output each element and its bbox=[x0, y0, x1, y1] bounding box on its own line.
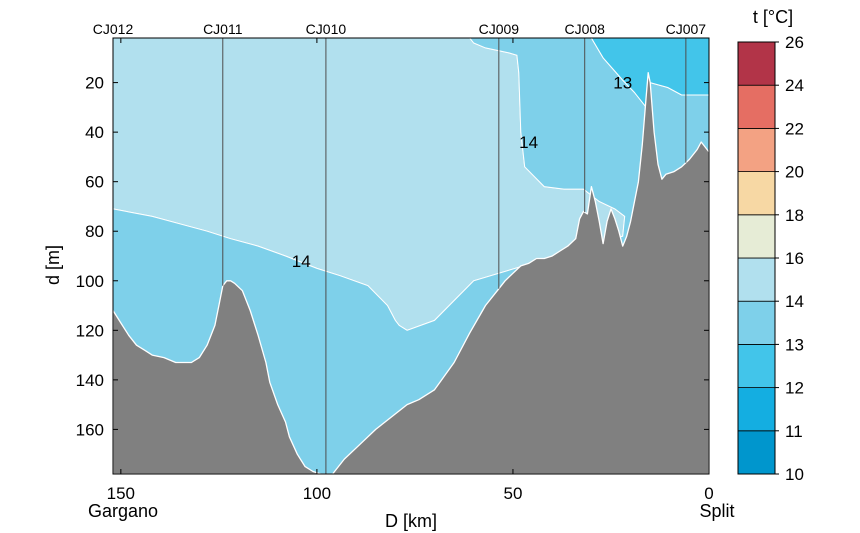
endpoint-label-left: Gargano bbox=[88, 501, 158, 521]
colorbar-tick-label: 16 bbox=[785, 249, 804, 268]
x-tick-label: 0 bbox=[704, 484, 713, 503]
colorbar-tick-label: 22 bbox=[785, 119, 804, 138]
colorbar-tick-label: 10 bbox=[785, 465, 804, 484]
plot-frame bbox=[112, 37, 710, 475]
station-label-cj012: CJ012 bbox=[93, 21, 134, 37]
station-label-cj009: CJ009 bbox=[479, 21, 520, 37]
colorbar-tick-label: 12 bbox=[785, 379, 804, 398]
colorbar-swatch bbox=[737, 387, 776, 432]
plot-area: 14 13 14 bbox=[112, 37, 710, 475]
seabed-area bbox=[112, 72, 710, 475]
station-label-cj011: CJ011 bbox=[203, 21, 243, 37]
colorbar-swatch bbox=[737, 127, 776, 172]
colorbar-swatch bbox=[737, 430, 776, 475]
colorbar-tick-label: 14 bbox=[785, 292, 804, 311]
station-label-cj008: CJ008 bbox=[564, 21, 605, 37]
contour-label: 13 bbox=[613, 74, 632, 93]
colorbar-tick-label: 26 bbox=[785, 33, 804, 52]
contour-label: 14 bbox=[519, 133, 538, 152]
contour-label: 14 bbox=[292, 252, 311, 271]
endpoint-label-right: Split bbox=[699, 501, 734, 521]
colorbar: t [°C] 10 11 12 13 14 16 18 20 22 24 26 bbox=[737, 7, 804, 484]
y-tick-label: 80 bbox=[85, 222, 104, 241]
station-label-cj010: CJ010 bbox=[306, 21, 347, 37]
colorbar-tick-label: 24 bbox=[785, 76, 804, 95]
colorbar-tick-label: 13 bbox=[785, 335, 804, 354]
colorbar-swatch bbox=[737, 171, 776, 216]
colorbar-swatch bbox=[737, 41, 776, 86]
y-tick-label: 140 bbox=[76, 371, 104, 390]
x-tick-label: 100 bbox=[303, 484, 331, 503]
colorbar-swatch bbox=[737, 257, 776, 302]
x-tick-label: 150 bbox=[107, 484, 135, 503]
station-label-cj007: CJ007 bbox=[666, 21, 707, 37]
x-axis-title: D [km] bbox=[385, 511, 437, 531]
colorbar-tick-label: 18 bbox=[785, 206, 804, 225]
colorbar-swatch bbox=[737, 214, 776, 259]
colorbar-swatch bbox=[737, 84, 776, 129]
y-tick-label: 20 bbox=[85, 74, 104, 93]
y-tick-label: 60 bbox=[85, 173, 104, 192]
axes: CJ012 CJ011 CJ010 CJ009 CJ008 CJ007 150 100 50 0 2… bbox=[76, 21, 714, 503]
colorbar-tick-label: 20 bbox=[785, 163, 804, 182]
y-tick-label: 160 bbox=[76, 420, 104, 439]
y-tick-label: 120 bbox=[76, 321, 104, 340]
y-tick-label: 100 bbox=[76, 272, 104, 291]
colorbar-tick-label: 11 bbox=[785, 422, 803, 441]
x-tick-label: 50 bbox=[503, 484, 522, 503]
seabed-polygon bbox=[112, 72, 710, 475]
y-tick-label: 40 bbox=[85, 123, 104, 142]
colorbar-title: t [°C] bbox=[753, 7, 793, 27]
y-axis-title: d [m] bbox=[43, 245, 63, 285]
colorbar-swatch bbox=[737, 300, 776, 345]
contour-labels: 14 13 14 bbox=[292, 74, 632, 271]
colorbar-swatch bbox=[737, 343, 776, 388]
